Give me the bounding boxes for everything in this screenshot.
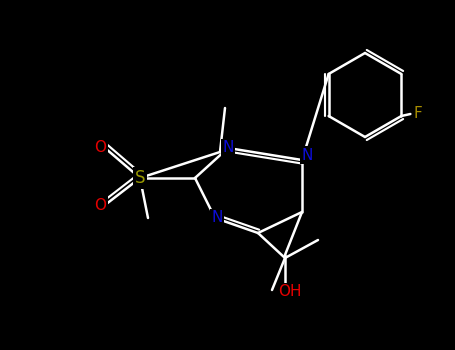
Text: OH: OH (278, 285, 302, 300)
Text: S: S (135, 169, 145, 187)
Text: N: N (301, 147, 313, 162)
Text: O: O (94, 197, 106, 212)
Text: N: N (211, 210, 222, 225)
Text: F: F (414, 106, 423, 121)
Text: N: N (222, 140, 234, 155)
Text: O: O (94, 140, 106, 155)
